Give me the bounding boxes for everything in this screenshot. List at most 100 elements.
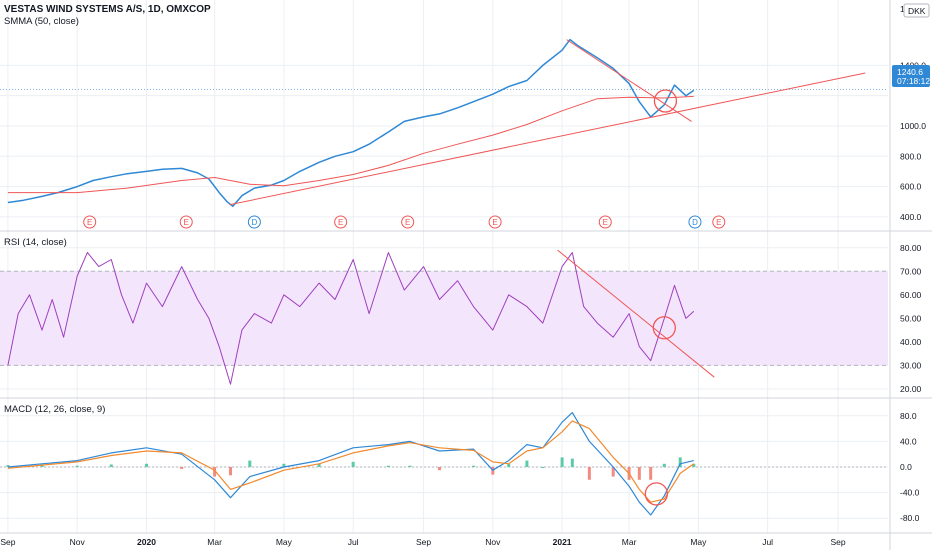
x-tick-label: Sep [0,537,15,547]
event-marker-label: D [692,218,698,227]
event-marker [688,215,702,229]
y-tick-label: 30.00 [900,360,922,370]
annotations [229,39,866,506]
macd-highlight-circle [644,482,668,506]
y-tick-label: 50.00 [900,313,922,323]
event-marker [712,215,726,229]
macd-histogram-bar [678,457,682,467]
y-tick-label: 600.0 [900,182,922,192]
y-tick-label: 80.00 [900,243,922,253]
y-tick-label: 400.0 [900,212,922,222]
last-price-value: 1240.6 [897,67,923,77]
macd-histogram-bar [75,465,79,467]
x-tick-label: Nov [485,537,501,547]
macd-histogram-bar [408,465,412,467]
macd-histogram-bar [649,467,653,480]
event-marker [179,215,193,229]
y-tick-label: 70.00 [900,266,922,276]
event-marker-label: E [603,218,608,227]
chart-title: VESTAS WIND SYSTEMS A/S, 1D, OMXCOP [4,4,211,15]
rsi-legend: RSI (14, close) [4,237,67,248]
smma-line [7,95,694,194]
macd-histogram-bar [570,458,574,467]
x-tick-label: Jul [762,537,773,547]
resistance-trend-line [566,39,692,122]
series [6,38,696,516]
macd-histogram-bar [351,461,355,467]
event-marker-label: E [338,218,343,227]
macd-histogram-bar [437,467,441,471]
macd-histogram-bar [248,460,252,467]
y-tick-label: 1000.0 [900,121,926,131]
x-tick-label: Nov [70,537,86,547]
x-tick-label: 2020 [137,537,156,547]
event-marker-label: E [716,218,721,227]
macd-histogram-bar [587,467,591,480]
event-marker-label: D [251,218,257,227]
macd-histogram-bar [541,467,545,468]
x-tick-label: Sep [830,537,845,547]
y-tick-label: 0.0 [900,462,912,472]
macd-histogram-bar [637,467,641,480]
y-tick-label: 80.0 [900,411,917,421]
x-tick-label: May [690,537,707,547]
macd-histogram-bar [6,465,10,467]
event-marker-label: E [87,218,92,227]
x-tick-label: Mar [207,537,222,547]
event-marker [488,215,502,229]
macd-signal-line [7,420,695,503]
y-tick-label: 800.0 [900,151,922,161]
price-highlight-circle [653,89,678,113]
macd-histogram-bar [40,465,44,467]
macd-histogram-bar [213,467,217,477]
last-price-tag [892,65,930,87]
macd-histogram-bar [109,464,113,467]
smma-legend: SMMA (50, close) [4,16,79,27]
price-line [7,38,695,208]
macd-histogram-bar [317,463,321,467]
macd-histogram-bar [692,463,696,467]
macd-histogram-bar [507,463,511,467]
macd-histogram-bar [491,467,495,475]
event-marker-label: E [492,218,497,227]
rsi-band-fill [0,271,888,366]
y-tick-label: -40.0 [900,488,920,498]
event-marker [401,215,415,229]
rsi-line [7,252,695,385]
y-tick-label: 60.00 [900,290,922,300]
rsi-highlight-circle [652,316,676,340]
support-trend-line [229,72,866,206]
currency-label: DKK [908,6,926,16]
macd-histogram-bar [282,463,286,467]
event-marker [83,215,97,229]
event-marker [334,215,348,229]
event-marker-label: E [184,218,189,227]
y-tick-label: 20.00 [900,384,922,394]
macd-legend: MACD (12, 26, close, 9) [4,404,105,415]
last-price-time: 07:18:12 [897,76,930,86]
rsi-band [0,270,888,366]
currency-badge[interactable] [903,3,930,18]
macd-histogram-bar [229,467,233,476]
x-tick-label: Jul [348,537,359,547]
event-marker-label: E [405,218,410,227]
rsi-trend-line [557,249,715,378]
x-tick-label: May [276,537,293,547]
macd-histogram-bar [525,460,529,467]
macd-histogram-bar [611,467,615,477]
macd-histogram-bar [386,465,390,467]
y-tick-label: -80.0 [900,513,920,523]
x-tick-label: 2021 [553,537,572,547]
y-tick-label: 40.00 [900,337,922,347]
macd-histogram-bar [560,457,564,467]
macd-histogram-bar [662,463,666,467]
x-tick-label: Mar [622,537,637,547]
macd-histogram-bar [180,467,184,469]
x-tick-label: Sep [416,537,431,547]
event-marker [598,215,612,229]
macd-histogram-bar [472,465,476,467]
event-marker [247,215,261,229]
y-tick-label: 40.0 [900,436,917,446]
